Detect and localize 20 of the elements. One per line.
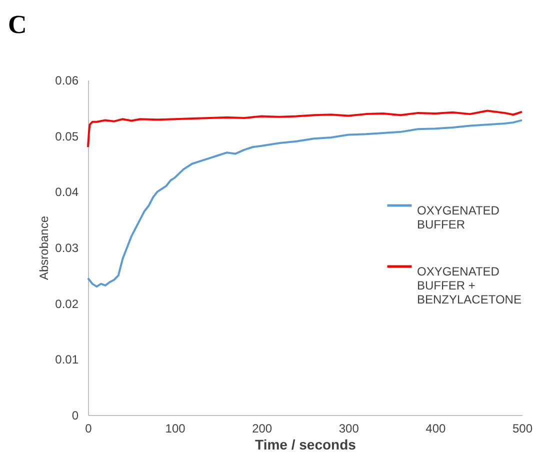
x-tick-label: 400 (426, 422, 446, 436)
y-tick-label: 0.05 (55, 129, 79, 144)
line-series (87, 119, 523, 288)
x-axis-title: Time / seconds (255, 436, 356, 452)
y-axis-title: Absrobance (37, 216, 52, 280)
y-tick-label: 0.06 (55, 74, 79, 88)
y-tick-label: 0.01 (55, 352, 79, 367)
chart-title: C (8, 10, 27, 39)
x-tick-label: 100 (165, 422, 186, 436)
legend-label: OXYGENATED BUFFER (417, 204, 500, 232)
x-tick-label: 500 (512, 422, 533, 436)
x-tick-label: 200 (252, 422, 272, 436)
y-tick-label: 0.04 (55, 185, 79, 200)
y-tick-label: 0.02 (55, 296, 79, 311)
x-tick-label: 300 (338, 422, 360, 436)
y-tick-label: 0 (72, 408, 79, 422)
legend-label: OXYGENATED BUFFER + BENZYLACETONE (417, 264, 522, 306)
y-tick-label: 0.03 (55, 241, 79, 255)
x-tick-label: 0 (85, 422, 92, 436)
line-series (87, 110, 523, 148)
